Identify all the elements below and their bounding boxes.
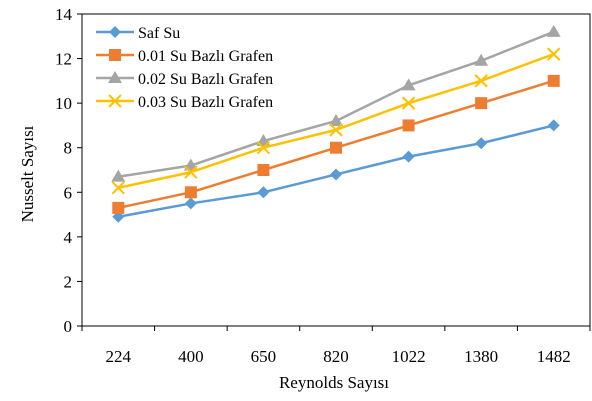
data-point [184, 197, 197, 210]
y-tick-label: 10 [55, 94, 72, 113]
x-axis-ticks: 224 400 650 820 1022 1380 1482 [81, 326, 591, 366]
legend-marker [109, 26, 121, 38]
data-point [330, 141, 342, 154]
series-layer [111, 24, 561, 223]
data-point [329, 123, 343, 137]
series-2 [112, 74, 560, 214]
data-point [256, 141, 271, 155]
legend-marker [108, 94, 122, 108]
data-point [475, 137, 488, 150]
data-point [329, 113, 343, 126]
legend-entry: 0.01 Su Bazlı Grafen [96, 48, 273, 65]
x-axis-title: Reynolds Sayısı [279, 373, 389, 392]
data-point [112, 201, 125, 214]
legend-entry: Saf Su [96, 25, 180, 42]
data-point [547, 74, 560, 87]
series-3 [111, 24, 561, 182]
legend: Saf Su 0.01 Su Bazlı Grafen 0.02 Su Bazlı … [88, 17, 334, 111]
legend-label: Saf Su [138, 25, 180, 42]
data-point [401, 78, 416, 91]
legend-label: 0.03 Su Bazlı Grafen [138, 94, 273, 111]
y-axis-title: Nusselt Sayısı [18, 125, 37, 222]
x-tick-label: 820 [323, 347, 349, 366]
data-point [401, 96, 416, 110]
y-tick-label: 4 [64, 228, 73, 247]
legend-label: 0.01 Su Bazlı Grafen [138, 48, 273, 65]
x-tick-label: 650 [251, 347, 277, 366]
data-point [330, 168, 342, 181]
data-point [546, 24, 561, 37]
y-tick-label: 14 [55, 5, 73, 24]
data-point [184, 165, 198, 179]
data-point [111, 169, 126, 182]
data-point [547, 119, 560, 132]
x-tick-label: 1482 [537, 347, 571, 366]
data-point [257, 164, 270, 176]
x-tick-label: 1022 [392, 347, 426, 366]
series-1 [112, 119, 560, 223]
legend-label: 0.02 Su Bazlı Grafen [138, 71, 273, 88]
legend-marker [108, 71, 122, 83]
y-tick-label: 0 [64, 317, 73, 336]
y-tick-label: 2 [64, 272, 73, 291]
data-point [402, 119, 415, 132]
legend-entry: 0.02 Su Bazlı Grafen [96, 71, 273, 88]
data-point [547, 47, 561, 61]
y-axis-ticks: 0 2 4 6 8 10 12 14 [55, 5, 82, 336]
data-point [474, 53, 489, 66]
data-point [111, 181, 125, 195]
y-tick-label: 8 [64, 139, 73, 158]
series-4 [111, 47, 561, 195]
legend-marker [109, 49, 121, 61]
plot-border [81, 13, 591, 327]
data-point [475, 97, 488, 110]
x-tick-label: 1380 [464, 347, 498, 366]
plot-area [81, 13, 591, 327]
x-tick-label: 400 [178, 347, 204, 366]
data-point [474, 74, 488, 88]
y-tick-label: 6 [64, 183, 73, 202]
x-tick-label: 224 [106, 347, 132, 366]
data-point [402, 150, 415, 163]
y-tick-label: 12 [55, 50, 72, 69]
legend-entry: 0.03 Su Bazlı Grafen [96, 94, 273, 111]
data-point [257, 186, 270, 199]
data-point [184, 186, 197, 199]
